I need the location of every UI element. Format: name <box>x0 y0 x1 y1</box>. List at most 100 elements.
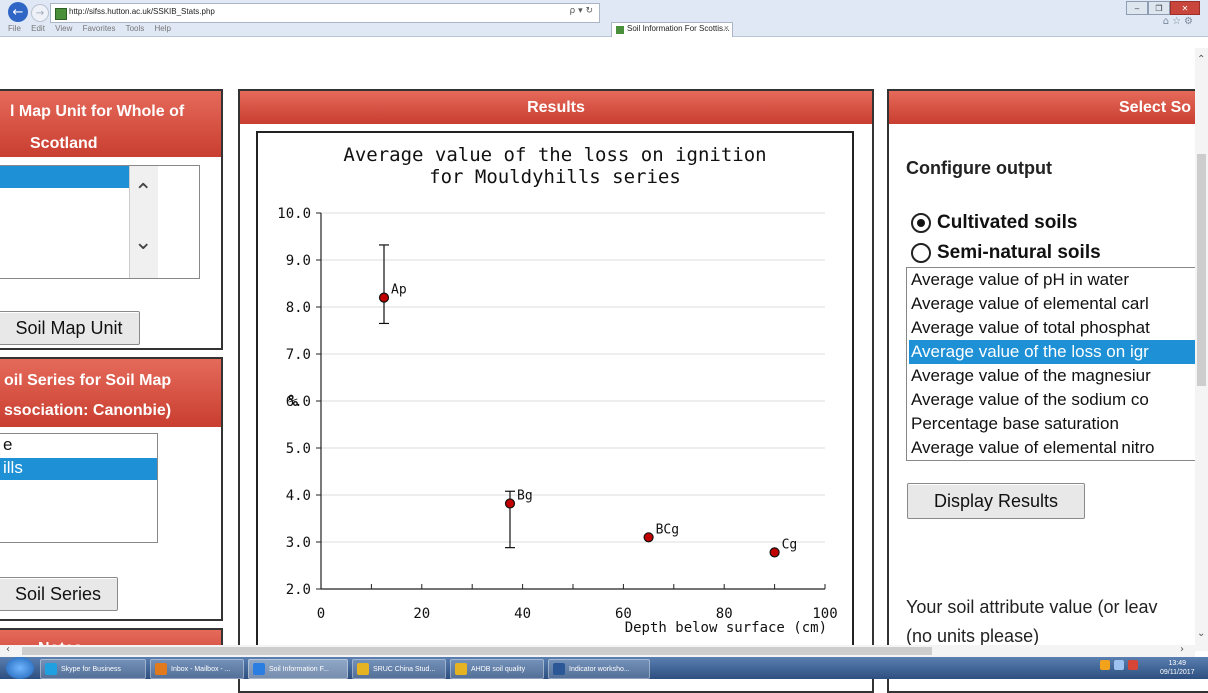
y-tick-label: 6.0 <box>286 394 311 410</box>
taskbar-clock[interactable]: 13:49 09/11/2017 <box>1160 659 1195 677</box>
back-icon[interactable]: ← <box>8 2 28 22</box>
y-tick-label: 9.0 <box>286 253 311 269</box>
soil-map-unit-button[interactable]: Soil Map Unit <box>0 311 140 345</box>
radio-checked-icon[interactable] <box>911 213 931 233</box>
units-hint-label: (no units please) <box>906 626 1040 646</box>
data-point <box>769 547 780 558</box>
taskbar-item-browser[interactable]: Soil Information F... <box>248 659 348 679</box>
vertical-scroll-thumb[interactable] <box>1197 154 1206 386</box>
y-tick-label: 7.0 <box>286 347 311 363</box>
taskbar: Skype for Business Inbox - Mailbox - ...… <box>0 657 1208 679</box>
list-item-selected[interactable]: ills <box>3 458 23 477</box>
tray-network-icon[interactable] <box>1114 660 1124 670</box>
skype-icon <box>45 663 57 675</box>
chart-container: Average value of the loss on ignition for… <box>256 131 854 675</box>
start-button-icon[interactable] <box>6 657 34 679</box>
system-tray <box>1100 660 1138 670</box>
semi-natural-soils-radio[interactable]: Semi-natural soils <box>911 242 1101 264</box>
attribute-item[interactable]: Average value of the magnesiur <box>911 366 1151 385</box>
menu-help[interactable]: Help <box>154 24 171 33</box>
taskbar-item-folder-sruc[interactable]: SRUC China Stud... <box>352 659 446 679</box>
browser-tab[interactable]: Soil Information For Scottis... × <box>611 22 733 37</box>
attribute-item[interactable]: Average value of total phosphat <box>911 318 1150 337</box>
home-star-gear-icons[interactable]: ⌂☆⚙ <box>1162 16 1196 27</box>
horizontal-scroll-thumb[interactable] <box>22 647 932 655</box>
address-url: http://sifss.hutton.ac.uk/SSKIB_Stats.ph… <box>69 7 215 16</box>
internet-explorer-icon <box>253 663 265 675</box>
data-point-label: Ap <box>391 283 407 298</box>
attribute-item[interactable]: Percentage base saturation <box>911 414 1119 433</box>
attribute-item-selected[interactable]: Average value of the loss on igr <box>909 340 1207 364</box>
series-selected-highlight <box>0 458 157 480</box>
y-axis-label: % <box>288 391 298 410</box>
address-bar[interactable]: http://sifss.hutton.ac.uk/SSKIB_Stats.ph… <box>50 3 600 23</box>
data-point-label: BCg <box>656 522 679 537</box>
forward-icon[interactable]: → <box>31 4 49 22</box>
map-unit-header: l Map Unit for Whole of Scotland <box>0 91 221 157</box>
attribute-item[interactable]: Average value of the sodium co <box>911 390 1149 409</box>
folder-icon <box>357 663 369 675</box>
x-tick-label: 20 <box>413 606 430 622</box>
chevron-up-icon[interactable]: ⌃ <box>134 180 153 205</box>
page-vertical-scrollbar[interactable]: ⌃ ⌄ <box>1195 48 1208 651</box>
y-tick-label: 8.0 <box>286 300 311 316</box>
y-tick-label: 4.0 <box>286 488 311 504</box>
tab-close-icon[interactable]: × <box>723 23 729 33</box>
search-refresh-icon[interactable]: ρ ▾ ↻ <box>569 6 594 16</box>
x-tick-label: 80 <box>716 606 733 622</box>
soil-series-button[interactable]: Soil Series <box>0 577 118 611</box>
map-unit-listbox[interactable]: ⌃ ⌄ <box>0 165 200 279</box>
list-item[interactable]: e <box>3 435 13 454</box>
select-soil-header-label: Select So <box>1119 99 1192 116</box>
taskbar-item-folder-ahdb[interactable]: AHDB soil quality <box>450 659 544 679</box>
restore-icon[interactable]: ❐ <box>1148 1 1170 15</box>
taskbar-item-word[interactable]: Indicator worksho... <box>548 659 650 679</box>
scroll-right-icon[interactable]: › <box>1180 644 1184 655</box>
data-point-label: Cg <box>782 537 798 552</box>
soil-series-header-line2: ssociation: Canonbie) <box>4 402 172 419</box>
taskbar-item-label: Indicator worksho... <box>569 665 630 673</box>
tray-app-icon[interactable] <box>1100 660 1110 670</box>
taskbar-item-outlook[interactable]: Inbox - Mailbox - ... <box>150 659 244 679</box>
soil-series-header-line1: oil Series for Soil Map <box>4 372 172 389</box>
close-window-icon[interactable]: ✕ <box>1170 1 1200 15</box>
scroll-down-icon[interactable]: ⌄ <box>1197 628 1206 639</box>
results-header: Results <box>240 91 872 124</box>
menu-tools[interactable]: Tools <box>125 24 145 33</box>
taskbar-item-skype[interactable]: Skype for Business <box>40 659 146 679</box>
x-tick-label: 40 <box>514 606 531 622</box>
clock-time: 13:49 <box>1168 660 1187 667</box>
taskbar-item-label: SRUC China Stud... <box>373 665 436 673</box>
cultivated-soils-label: Cultivated soils <box>937 212 1078 233</box>
x-axis-label: Depth below surface (cm) <box>625 620 827 636</box>
clock-date: 09/11/2017 <box>1160 669 1195 676</box>
map-unit-scrollbar[interactable]: ⌃ ⌄ <box>129 166 158 278</box>
tray-volume-icon[interactable] <box>1128 660 1138 670</box>
radio-unchecked-icon[interactable] <box>911 243 931 263</box>
semi-natural-soils-label: Semi-natural soils <box>937 242 1101 263</box>
results-panel: Results Average value of the loss on ign… <box>238 89 874 693</box>
attribute-item[interactable]: Average value of pH in water <box>911 270 1129 289</box>
y-tick-label: 3.0 <box>286 535 311 551</box>
attribute-item[interactable]: Average value of elemental carl <box>911 294 1149 313</box>
attribute-listbox[interactable]: Average value of pH in water Average val… <box>906 267 1208 461</box>
menu-file[interactable]: File <box>8 24 21 33</box>
attribute-item[interactable]: Average value of elemental nitro <box>911 438 1155 457</box>
menu-favorites[interactable]: Favorites <box>82 24 116 33</box>
data-point-label: Bg <box>517 488 533 503</box>
tab-favicon-icon <box>616 26 624 34</box>
soil-series-listbox[interactable]: e ills <box>0 433 158 543</box>
browser-chrome: ← → http://sifss.hutton.ac.uk/SSKIB_Stat… <box>0 0 1208 37</box>
x-tick-label: 100 <box>812 606 837 622</box>
map-unit-selected-item[interactable] <box>0 166 129 188</box>
site-favicon-icon <box>55 8 67 20</box>
display-results-button[interactable]: Display Results <box>907 483 1085 519</box>
menu-edit[interactable]: Edit <box>31 24 45 33</box>
cultivated-soils-radio[interactable]: Cultivated soils <box>911 212 1077 234</box>
minimize-icon[interactable]: – <box>1126 1 1148 15</box>
scroll-up-icon[interactable]: ⌃ <box>1197 54 1206 65</box>
menu-view[interactable]: View <box>55 24 73 33</box>
scroll-left-icon[interactable]: ‹ <box>6 644 10 655</box>
page-horizontal-scrollbar[interactable]: ‹ › <box>0 644 1195 657</box>
chevron-down-icon[interactable]: ⌄ <box>134 230 153 255</box>
